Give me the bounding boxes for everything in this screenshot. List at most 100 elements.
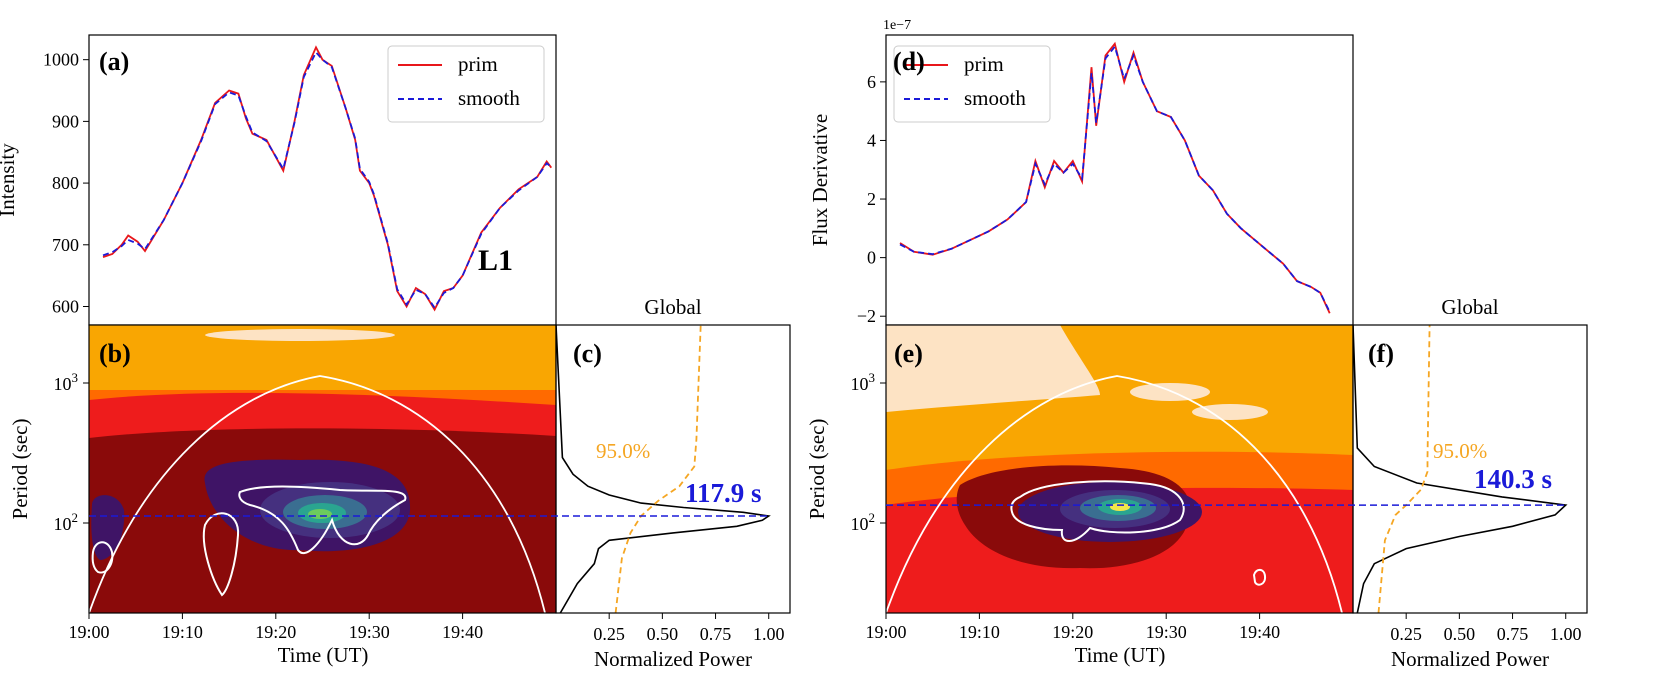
panel-c-peak-label: 117.9 s bbox=[685, 478, 762, 508]
y-tick-label: 102 bbox=[851, 510, 876, 534]
panel-d-ylabel: Flux Derivative bbox=[808, 114, 832, 246]
panel-d-y-axis: −2 0 2 4 6 bbox=[857, 72, 886, 326]
x-tick-label: 0.25 bbox=[593, 624, 625, 644]
panel-e-letter: (e) bbox=[894, 339, 923, 368]
y-tick-exponent: 2 bbox=[869, 510, 876, 525]
wavelet-level bbox=[91, 495, 125, 560]
y-tick-label: 600 bbox=[52, 296, 79, 316]
panel-b-y-axis: 102 103 bbox=[54, 370, 89, 534]
wavelet-level bbox=[886, 325, 1100, 412]
panel-b-x-axis: 19:00 19:10 19:20 19:30 19:40 bbox=[68, 613, 483, 642]
x-tick-label: 19:40 bbox=[442, 622, 483, 642]
x-tick-label: 1.00 bbox=[753, 624, 785, 644]
y-tick-label: −2 bbox=[857, 306, 876, 326]
y-tick-label: 6 bbox=[867, 72, 876, 92]
panel-c-plot-area bbox=[556, 325, 771, 613]
panel-e: (e) 102 103 Period (sec) 19:00 19:10 19:20… bbox=[805, 324, 1354, 667]
panel-a-annotation: L1 bbox=[478, 244, 513, 277]
wavelet-level bbox=[1130, 383, 1210, 401]
wavelet-level bbox=[205, 329, 395, 341]
significance-contour bbox=[1252, 568, 1267, 586]
panel-c-title: Global bbox=[644, 295, 701, 319]
significance-95-line bbox=[614, 325, 702, 613]
panel-b-xlabel: Time (UT) bbox=[278, 643, 369, 667]
x-tick-label: 19:10 bbox=[959, 622, 1000, 642]
legend-prim-label: prim bbox=[458, 52, 498, 76]
x-tick-label: 0.75 bbox=[1497, 624, 1529, 644]
panel-c-significance-label: 95.0% bbox=[596, 439, 650, 463]
x-tick-label: 0.50 bbox=[1444, 624, 1476, 644]
cone-of-influence bbox=[886, 375, 1343, 613]
x-tick-label: 19:10 bbox=[162, 622, 203, 642]
significance-contour bbox=[91, 541, 114, 574]
y-tick-exponent: 3 bbox=[869, 370, 876, 385]
panel-a: 600 700 800 900 1000 Intensity (a) L1 prim s… bbox=[0, 34, 557, 326]
panel-c-x-axis: 0.25 0.50 0.75 1.00 bbox=[593, 613, 784, 644]
panel-f-frame bbox=[1352, 324, 1588, 614]
global-power-line bbox=[556, 325, 771, 613]
x-tick-label: 19:40 bbox=[1239, 622, 1280, 642]
panel-b-ylabel: Period (sec) bbox=[8, 419, 32, 520]
panel-d-letter: (d) bbox=[893, 47, 925, 76]
panel-f-xlabel: Normalized Power bbox=[1391, 647, 1549, 671]
significance-95-line bbox=[1377, 325, 1431, 613]
x-tick-label: 19:00 bbox=[68, 622, 109, 642]
panel-f-title: Global bbox=[1441, 295, 1498, 319]
y-tick-label: 4 bbox=[867, 130, 876, 150]
x-tick-label: 19:00 bbox=[865, 622, 906, 642]
significance-contour bbox=[202, 512, 240, 597]
panel-a-legend: prim smooth bbox=[387, 45, 545, 123]
series-smooth-line bbox=[102, 50, 552, 310]
cone-of-influence bbox=[89, 375, 546, 613]
x-tick-label: 1.00 bbox=[1550, 624, 1582, 644]
x-tick-label: 19:30 bbox=[349, 622, 390, 642]
panel-b-letter: (b) bbox=[99, 339, 131, 368]
panel-c-frame bbox=[555, 324, 791, 614]
wavelet-level bbox=[1192, 404, 1268, 420]
panel-e-wavelet bbox=[886, 325, 1353, 613]
panel-f-x-axis: 0.25 0.50 0.75 1.00 bbox=[1390, 613, 1581, 644]
panel-e-ylabel: Period (sec) bbox=[805, 419, 829, 520]
panel-d-offset: 1e−7 bbox=[883, 18, 911, 33]
legend-prim-label: prim bbox=[964, 52, 1004, 76]
significance-contour bbox=[1010, 480, 1185, 542]
x-tick-label: 19:20 bbox=[255, 622, 296, 642]
x-tick-label: 19:30 bbox=[1146, 622, 1187, 642]
panel-f-letter: (f) bbox=[1368, 339, 1394, 368]
panel-a-letter: (a) bbox=[99, 47, 129, 76]
y-tick-exponent: 3 bbox=[72, 370, 79, 385]
panel-a-y-axis: 600 700 800 900 1000 bbox=[43, 50, 89, 316]
legend-smooth-label: smooth bbox=[964, 86, 1026, 110]
panel-e-y-axis: 102 103 bbox=[851, 370, 886, 534]
panel-a-plot-area bbox=[102, 45, 553, 312]
y-tick-exponent: 2 bbox=[72, 510, 79, 525]
panel-a-ylabel: Intensity bbox=[0, 143, 19, 217]
y-tick-label: 2 bbox=[867, 189, 876, 209]
y-tick-label: 1000 bbox=[43, 50, 79, 70]
y-tick-label: 900 bbox=[52, 111, 79, 131]
x-tick-label: 0.75 bbox=[700, 624, 732, 644]
y-tick-label: 103 bbox=[851, 370, 876, 394]
wavelet-level bbox=[308, 509, 332, 519]
panel-c: Global (c) 95.0% 117.9 s 0.25 0.50 0.75 1.0… bbox=[555, 295, 791, 671]
panel-b-wavelet bbox=[89, 325, 556, 613]
x-tick-label: 0.50 bbox=[647, 624, 679, 644]
panel-c-letter: (c) bbox=[573, 339, 602, 368]
significance-contour bbox=[238, 485, 407, 555]
panel-f-peak-label: 140.3 s bbox=[1474, 464, 1552, 494]
panel-e-x-axis: 19:00 19:10 19:20 19:30 19:40 bbox=[865, 613, 1280, 642]
panel-b: (b) 102 103 Period (sec) 19:00 19:10 19:20… bbox=[8, 324, 557, 667]
y-tick-label: 102 bbox=[54, 510, 79, 534]
panel-f: Global (f) 95.0% 140.3 s 0.25 0.50 0.75 1.0… bbox=[1352, 295, 1588, 671]
y-tick-label: 103 bbox=[54, 370, 79, 394]
legend-smooth-label: smooth bbox=[458, 86, 520, 110]
global-power-line bbox=[1353, 325, 1568, 613]
x-tick-label: 0.25 bbox=[1390, 624, 1422, 644]
panel-f-significance-label: 95.0% bbox=[1433, 439, 1487, 463]
panel-c-xlabel: Normalized Power bbox=[594, 647, 752, 671]
panel-d-legend: prim smooth bbox=[893, 45, 1051, 123]
wavelet-level bbox=[1110, 503, 1130, 511]
panel-f-plot-area bbox=[1353, 325, 1568, 613]
